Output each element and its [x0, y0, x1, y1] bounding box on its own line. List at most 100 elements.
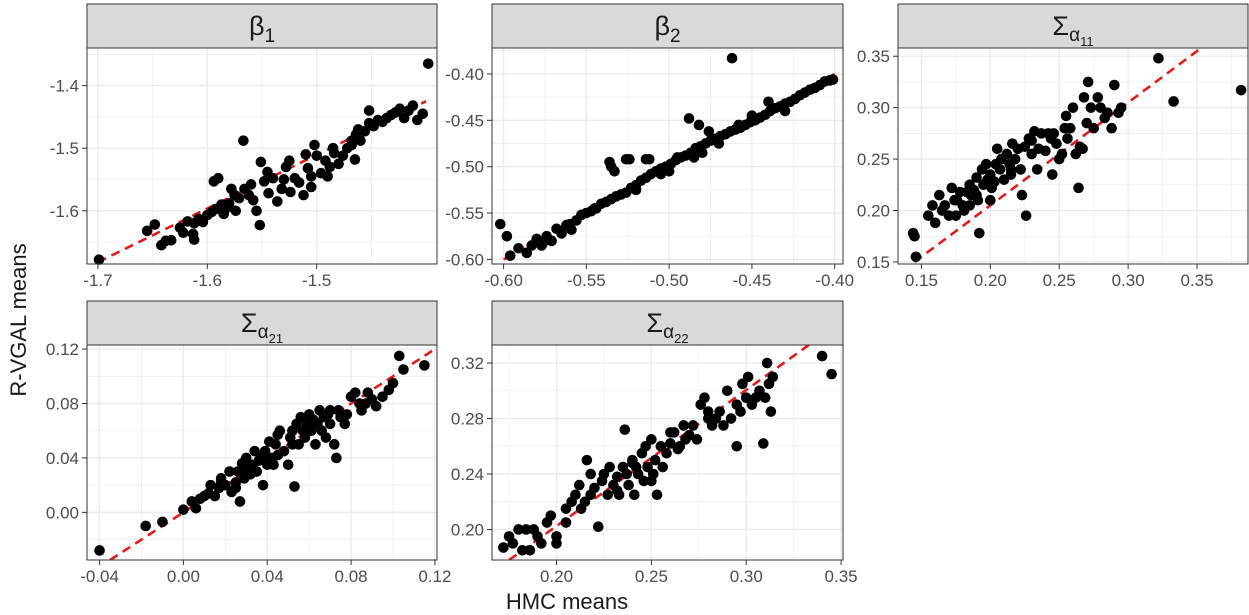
facet-panel-4: Σα21 -0.04 0.00 0.04 0.08 0.12 0.00 0.04 0.08 0.1…	[46, 300, 451, 586]
data-point	[355, 135, 366, 146]
data-point	[551, 531, 562, 542]
data-point	[324, 161, 336, 173]
y-tick-label: 0.00	[46, 503, 79, 522]
data-point	[352, 124, 364, 135]
data-point	[1073, 182, 1084, 194]
data-point	[257, 449, 269, 461]
data-point	[177, 227, 189, 238]
data-point	[560, 517, 572, 528]
x-tick-label: -0.40	[815, 271, 854, 290]
data-point	[699, 392, 710, 404]
data-point	[702, 406, 714, 417]
data-point	[721, 385, 733, 397]
data-point	[287, 439, 298, 450]
data-point	[305, 171, 317, 182]
strip-label-sub: α	[663, 322, 674, 343]
data-point	[393, 350, 405, 362]
data-point	[233, 192, 245, 204]
data-point	[687, 420, 699, 431]
y-tick-label: -0.50	[445, 158, 484, 177]
data-point	[746, 110, 758, 121]
data-point	[398, 364, 409, 375]
x-tick-label: -0.50	[650, 271, 689, 290]
data-point	[422, 58, 434, 69]
facet-panel-2: β2 -0.60 -0.55 -0.50 -0.45 -0.40 -0.60 -0.55 -0.…	[445, 3, 854, 290]
facet-strip	[86, 300, 438, 346]
data-point	[274, 425, 286, 437]
panel-background	[492, 48, 843, 264]
data-point	[718, 420, 729, 431]
data-point	[140, 520, 151, 532]
data-point	[251, 466, 263, 477]
data-point	[619, 424, 631, 435]
data-point	[284, 155, 295, 166]
y-tick-label: -0.40	[445, 65, 484, 84]
data-point	[581, 454, 593, 466]
data-point	[1047, 169, 1058, 180]
y-tick-label: -1.5	[50, 139, 79, 158]
data-point	[816, 350, 828, 362]
data-point	[349, 387, 361, 398]
data-point	[272, 196, 283, 207]
data-point	[300, 149, 312, 160]
data-point	[923, 210, 934, 221]
data-point	[973, 227, 985, 239]
data-point	[212, 172, 224, 184]
x-tick-label: 0.35	[825, 567, 858, 586]
strip-label-base: β	[249, 11, 265, 41]
data-point	[230, 482, 242, 494]
data-point	[285, 186, 296, 198]
data-points	[93, 58, 434, 265]
data-point	[759, 392, 771, 404]
data-point	[247, 194, 259, 206]
data-point	[289, 481, 300, 492]
data-point	[964, 200, 975, 211]
x-tick-label: 0.04	[251, 567, 284, 586]
data-point	[592, 521, 604, 533]
x-tick-label: 0.25	[635, 567, 668, 586]
data-point	[556, 228, 567, 239]
data-point	[735, 406, 746, 417]
facet-strip	[491, 300, 844, 346]
data-point	[761, 357, 773, 369]
data-point	[1048, 128, 1060, 139]
y-tick-label: -1.4	[50, 77, 79, 96]
x-tick-label: -0.55	[567, 271, 606, 290]
data-point	[1031, 164, 1043, 175]
data-point	[624, 153, 635, 165]
x-tick-label: -0.60	[484, 271, 523, 290]
data-point	[934, 189, 945, 201]
y-tick-label: 0.28	[451, 410, 484, 429]
data-point	[767, 371, 779, 383]
strip-label-sub: 1	[264, 26, 275, 47]
data-point	[258, 176, 270, 187]
data-point	[1088, 122, 1099, 134]
x-tick-label: 0.30	[1112, 271, 1145, 290]
data-point	[779, 105, 791, 117]
x-tick-label: 0.35	[1180, 271, 1213, 290]
data-point	[971, 189, 982, 201]
data-point	[94, 545, 105, 556]
panel-border	[86, 47, 438, 265]
data-point	[573, 479, 585, 491]
data-point	[989, 176, 1000, 188]
data-point	[417, 108, 429, 120]
data-point	[302, 162, 314, 174]
y-tick-label: -0.60	[445, 250, 484, 269]
data-point	[377, 391, 388, 403]
x-tick-label: 0.30	[730, 567, 763, 586]
data-point	[585, 468, 596, 480]
data-point	[714, 406, 725, 417]
data-point	[178, 504, 189, 515]
data-point	[991, 143, 1003, 155]
facet-panel-5: Σα22 0.20 0.25 0.30 0.35 0.20 0.24 0.28 0.32	[451, 300, 858, 586]
data-point	[927, 200, 938, 211]
data-point	[268, 459, 279, 471]
x-axis-title: HMC means	[506, 589, 628, 614]
data-point	[327, 142, 339, 154]
data-point	[363, 105, 375, 116]
y-tick-label: 0.20	[451, 520, 484, 539]
data-point	[341, 409, 353, 420]
data-point	[504, 250, 516, 261]
data-point	[240, 463, 252, 475]
